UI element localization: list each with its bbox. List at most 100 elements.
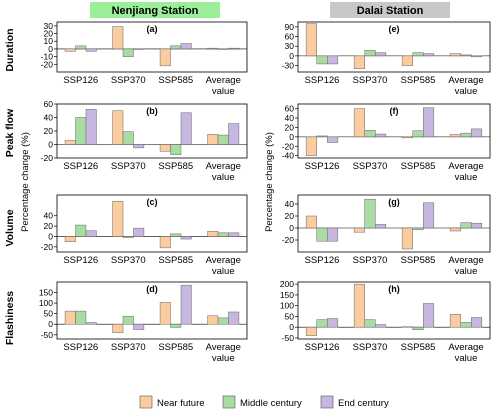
bar-end-century-0 [327, 318, 339, 328]
category-label: SSP585 [158, 75, 193, 86]
legend: Near future Middle century End century [139, 395, 389, 409]
bar-end-century-0 [85, 230, 97, 237]
y-tick-label: 0 [289, 51, 294, 61]
legend-swatch-end-century [320, 395, 334, 409]
y-tick-label: -30 [282, 61, 295, 71]
bar-middle-century-3 [217, 232, 229, 237]
y-tick-label: 40 [44, 211, 54, 221]
bar-end-century-2 [180, 284, 192, 325]
bar-end-century-1 [133, 48, 145, 50]
category-label: SSP370 [353, 342, 388, 353]
bar-end-century-3 [471, 55, 483, 58]
category-label: SSP370 [353, 161, 388, 172]
row-label-duration: Duration [4, 28, 16, 71]
category-label: SSP370 [111, 75, 146, 86]
bar-near-future-3 [449, 227, 461, 232]
y-tick-label: 0 [48, 231, 53, 241]
category-label: SSP126 [305, 161, 340, 172]
y-tick-label: 100 [39, 298, 53, 308]
bar-end-century-3 [471, 222, 483, 229]
bar-middle-century-0 [75, 224, 87, 237]
bar-end-century-0 [327, 227, 339, 242]
bar-end-century-0 [85, 109, 97, 145]
panel-tag: (e) [389, 24, 400, 34]
bar-near-future-1 [353, 55, 365, 70]
bar-end-century-1 [133, 144, 145, 149]
legend-label-near-future: Near future [157, 398, 205, 409]
bar-near-future-0 [64, 140, 76, 145]
bar-end-century-2 [180, 43, 192, 50]
y-tick-label: -20 [282, 141, 295, 151]
y-tick-label: 0 [48, 140, 53, 150]
nenjiang-header-title: Nenjiang Station [112, 5, 199, 17]
y-tick-label: 40 [44, 113, 54, 123]
bar-near-future-3 [207, 231, 219, 237]
y-tick-label: 60 [44, 99, 54, 109]
y-tick-label: 50 [285, 311, 295, 321]
category-label: value [212, 353, 235, 364]
category-label: SSP585 [401, 161, 436, 172]
y-tick-label: 40 [285, 199, 295, 209]
bar-near-future-2 [159, 236, 171, 249]
bar-middle-century-0 [316, 55, 328, 65]
bar-middle-century-2 [412, 326, 424, 331]
category-label: SSP585 [401, 255, 436, 266]
y-axis-label-left: Percentage change (%) [20, 132, 31, 232]
panel-frame [56, 194, 248, 253]
bar-end-century-1 [375, 224, 387, 229]
y-tick-label: -10 [41, 52, 54, 62]
category-label: Average [448, 161, 483, 172]
bar-end-century-1 [375, 324, 387, 328]
y-tick-label: 0 [48, 44, 53, 54]
bar-end-century-3 [228, 311, 240, 325]
row-label-volume: Volume [4, 209, 16, 246]
panel-frame [297, 194, 491, 253]
bar-near-future-3 [449, 53, 461, 57]
y-tick-label: 20 [44, 221, 54, 231]
bar-near-future-2 [401, 136, 413, 139]
bar-near-future-3 [207, 47, 219, 50]
bar-near-future-2 [401, 227, 413, 250]
bar-middle-century-2 [170, 233, 182, 237]
bar-near-future-2 [159, 48, 171, 67]
bar-end-century-2 [180, 236, 192, 240]
bar-middle-century-3 [217, 48, 229, 50]
y-tick-label: 0 [48, 319, 53, 329]
category-label: SSP126 [63, 161, 98, 172]
category-label: Average [206, 342, 241, 353]
category-label: SSP126 [63, 75, 98, 86]
bar-middle-century-2 [412, 227, 424, 231]
bar-near-future-0 [64, 48, 76, 52]
bar-middle-century-2 [170, 323, 182, 328]
bar-near-future-1 [112, 26, 124, 50]
bar-near-future-0 [305, 215, 317, 229]
bar-middle-century-3 [217, 317, 229, 325]
bar-end-century-2 [423, 107, 435, 138]
nenjiang-header-box [90, 2, 220, 18]
y-tick-label: -20 [41, 242, 54, 252]
category-label: value [212, 266, 235, 277]
bar-near-future-2 [401, 55, 413, 66]
y-tick-label: 20 [44, 126, 54, 136]
legend-swatch-middle-century [222, 395, 236, 409]
panel-tag: (g) [388, 197, 400, 207]
category-label: Average [206, 161, 241, 172]
bar-middle-century-1 [364, 319, 376, 328]
y-tick-label: 90 [285, 22, 295, 32]
bar-middle-century-1 [122, 236, 134, 238]
bar-near-future-2 [401, 326, 413, 328]
y-tick-label: 20 [285, 122, 295, 132]
panel-tag: (c) [147, 197, 158, 207]
legend-swatch-near-future [139, 395, 153, 409]
bar-near-future-3 [207, 315, 219, 325]
bar-near-future-0 [64, 236, 76, 242]
bar-end-century-1 [133, 227, 145, 237]
y-tick-label: 20 [44, 29, 54, 39]
bar-middle-century-0 [316, 135, 328, 138]
y-tick-label: 150 [39, 288, 53, 298]
category-label: SSP585 [158, 342, 193, 353]
